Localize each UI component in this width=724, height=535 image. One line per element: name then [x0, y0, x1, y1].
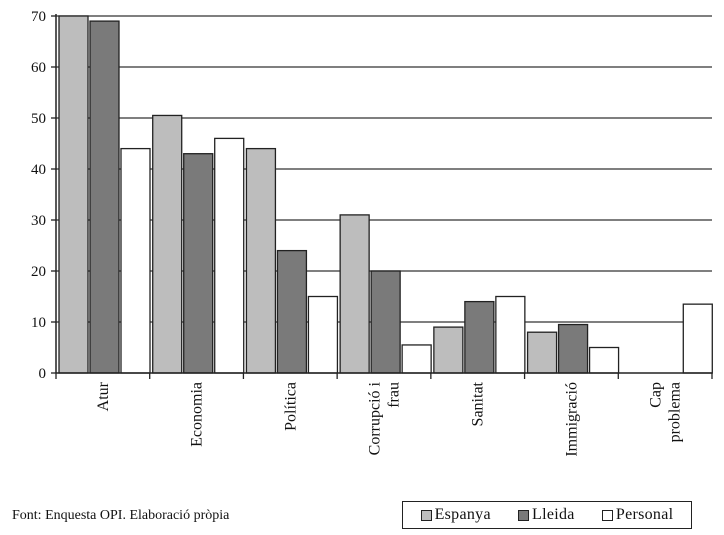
y-tick-labels: 0 10 20 30 40 50 60 70: [31, 9, 46, 382]
legend-swatch-lleida: [518, 509, 530, 521]
y-tick-label: 20: [31, 264, 46, 280]
bar-personal-5: [588, 346, 620, 374]
x-category-label: Atur: [95, 381, 112, 411]
bar-lleida-5: [557, 323, 589, 374]
y-tick-label: 30: [31, 213, 46, 229]
x-category-label: Política: [282, 382, 299, 431]
x-category-label-line: Corrupció i: [367, 381, 384, 455]
legend-item-lleida: Lleida: [518, 506, 575, 524]
bar-lleida-4: [464, 300, 495, 374]
x-category-label: Corrupció i frau: [367, 381, 403, 455]
x-category-label-line: frau: [386, 382, 403, 408]
y-tick-label: 50: [31, 111, 46, 127]
bar-espanya-3: [339, 214, 370, 374]
bar-lleida-2: [276, 249, 308, 374]
x-category-label: Cap problema: [648, 382, 684, 442]
legend-label-personal: Personal: [615, 506, 674, 523]
x-category-labels: Atur Economia Política Corrupció i frau Sanit…: [95, 381, 684, 456]
legend-item-espanya: Espanya: [420, 506, 491, 524]
legend-item-personal: Personal: [601, 506, 674, 524]
bar-espanya-1: [152, 114, 183, 374]
x-category-label-line: Atur: [95, 381, 112, 411]
x-category-label-line: Economia: [189, 382, 206, 447]
axes: [51, 14, 713, 379]
legend-label-lleida: Lleida: [532, 506, 575, 523]
bar-lleida-0: [89, 20, 120, 374]
y-tick-label: 0: [39, 366, 47, 382]
bar-espanya-0: [58, 15, 89, 374]
legend-swatch-personal: [601, 509, 613, 521]
x-category-label-line: Immigració: [563, 382, 580, 457]
x-category-label-line: Política: [282, 382, 299, 431]
x-category-label: Economia: [189, 382, 206, 447]
bar-lleida-1: [183, 153, 214, 374]
x-category-label-line: problema: [667, 382, 684, 442]
legend-swatch-espanya: [420, 509, 432, 521]
bar-espanya-4: [433, 326, 464, 374]
bar-personal-1: [214, 137, 245, 374]
y-tick-label: 70: [31, 9, 46, 25]
legend-label-espanya: Espanya: [434, 506, 491, 523]
bar-personal-4: [495, 295, 526, 374]
y-tick-label: 10: [31, 315, 46, 331]
x-category-label-line: Cap: [648, 382, 665, 408]
x-category-label: Sanitat: [470, 381, 487, 426]
bar-personal-2: [307, 295, 339, 374]
bar-lleida-3: [370, 270, 401, 374]
bar-personal-0: [120, 147, 151, 374]
bars: [58, 15, 713, 374]
y-tick-label: 60: [31, 60, 46, 76]
bar-espanya-2: [245, 147, 277, 374]
bar-espanya-5: [526, 331, 558, 374]
source-note: Font: Enquesta OPI. Elaboració pròpia: [12, 508, 230, 523]
y-tick-label: 40: [31, 162, 46, 178]
x-category-label: Immigració: [563, 382, 580, 457]
bar-personal-6: [682, 303, 713, 374]
bar-personal-3: [401, 344, 432, 374]
legend: Espanya Lleida Personal: [402, 501, 692, 529]
x-category-label-line: Sanitat: [470, 381, 487, 426]
